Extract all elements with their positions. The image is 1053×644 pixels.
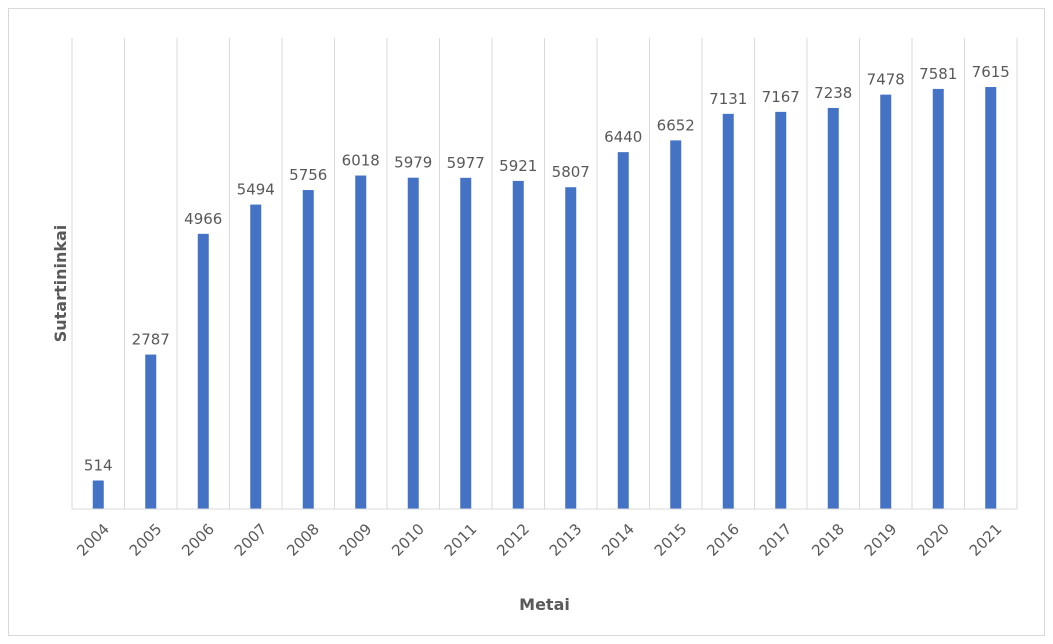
data-labels: 514 2787 4966 5494 5756 6018 5979 5977 5921 5807 6… [84,63,1010,474]
x-tick-label-2021: 2021 [966,520,1006,560]
bar-2004 [92,480,104,509]
x-tick-label-2009: 2009 [336,520,376,560]
data-label-2004: 514 [84,457,113,475]
bar-2006 [197,233,209,509]
data-label-2013: 5807 [552,163,590,181]
x-tick-label-2006: 2006 [178,520,218,560]
data-label-2021: 7615 [972,63,1010,81]
bar-2010 [407,177,419,509]
data-label-2009: 6018 [342,152,380,170]
bar-2017 [775,111,787,509]
bar-2009 [355,175,367,510]
data-label-2008: 5756 [289,166,327,184]
chart-frame [8,8,1045,636]
data-label-2007: 5494 [237,181,275,199]
x-tick-label-2010: 2010 [388,520,428,560]
bar-2016 [722,113,734,509]
x-axis-title: Metai [519,595,570,614]
bar-2021 [985,87,997,509]
x-tick-label-2011: 2011 [441,520,481,560]
bar-2015 [670,140,682,509]
x-tick-label-2008: 2008 [283,520,323,560]
data-label-2006: 4966 [184,210,222,228]
bar-2012 [512,180,524,510]
data-label-2015: 6652 [657,116,695,134]
data-label-2012: 5921 [499,157,537,175]
data-label-2018: 7238 [814,84,852,102]
bar-2005 [145,354,157,509]
x-tick-label-2014: 2014 [598,520,638,560]
data-label-2020: 7581 [919,65,957,83]
x-tick-label-2016: 2016 [703,520,743,560]
bar-2020 [932,88,944,510]
data-label-2017: 7167 [762,88,800,106]
x-tick-label-2018: 2018 [808,520,848,560]
x-tick-label-2015: 2015 [651,520,691,560]
data-label-2005: 2787 [132,331,170,349]
bar-2013 [565,187,577,509]
bar-2011 [460,177,472,509]
bar-2008 [302,190,314,510]
x-tick-label-2020: 2020 [913,520,953,560]
x-tick-label-2013: 2013 [546,520,586,560]
x-tick-label-2005: 2005 [126,520,166,560]
x-tick-label-2004: 2004 [73,520,113,560]
data-label-2014: 6440 [604,128,642,146]
bar-2018 [827,107,839,509]
bar-2007 [250,204,262,510]
x-tick-label-2017: 2017 [756,520,796,560]
y-axis-title: Sutartininkai [51,225,70,343]
bar-2014 [617,152,629,509]
bars [92,87,997,510]
x-tick-label-2007: 2007 [231,520,271,560]
data-label-2011: 5977 [447,154,485,172]
data-label-2010: 5979 [394,154,432,172]
data-label-2019: 7478 [867,71,905,89]
x-tick-labels: 2004 2005 2006 2007 2008 2009 2010 2011 2012 2013… [73,520,1005,560]
data-label-2016: 7131 [709,90,747,108]
x-tick-label-2019: 2019 [861,520,901,560]
x-tick-label-2012: 2012 [493,520,533,560]
bar-2019 [880,94,892,509]
gridlines [71,38,1018,509]
